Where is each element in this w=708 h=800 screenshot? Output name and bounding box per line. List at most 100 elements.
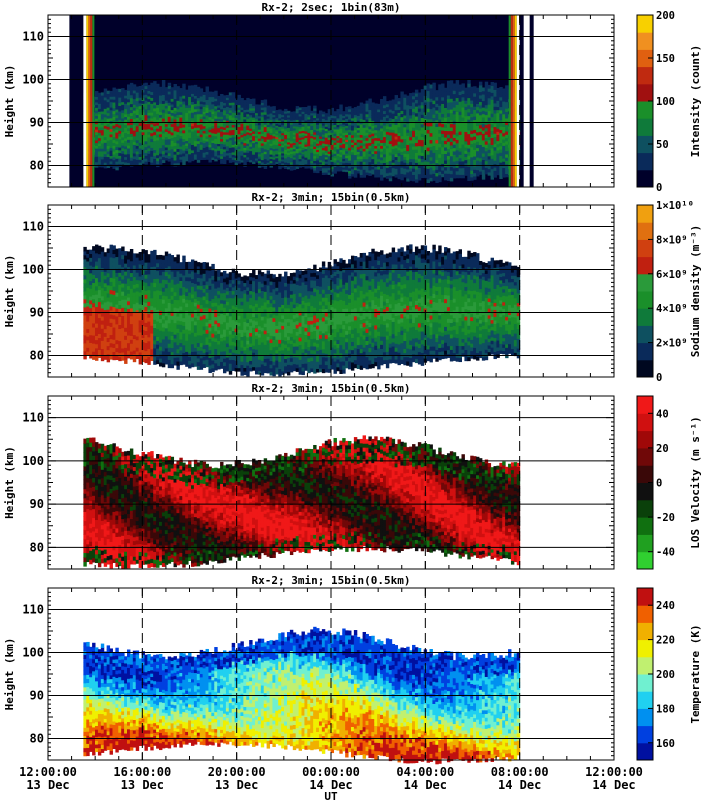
heatmap-cell bbox=[176, 94, 180, 98]
heatmap-cell bbox=[109, 305, 113, 311]
heatmap-cell bbox=[412, 117, 416, 122]
heatmap-cell bbox=[89, 299, 93, 305]
heatmap-cell bbox=[156, 148, 160, 153]
heatmap-cell bbox=[429, 87, 433, 92]
heatmap-cell bbox=[106, 264, 111, 270]
heatmap-cell bbox=[129, 300, 134, 305]
heatmap-cell bbox=[481, 169, 486, 174]
heatmap-cell bbox=[388, 152, 393, 156]
heatmap-cell bbox=[86, 264, 90, 270]
heatmap-cell bbox=[83, 338, 87, 344]
heatmap-cell bbox=[336, 109, 340, 112]
heatmap-cell bbox=[484, 144, 489, 149]
heatmap-cell bbox=[193, 84, 198, 89]
heatmap-cell bbox=[420, 149, 425, 153]
heatmap-cell bbox=[339, 104, 343, 108]
heatmap-cell bbox=[144, 143, 148, 148]
heatmap-cell bbox=[95, 252, 99, 258]
heatmap-cell bbox=[127, 350, 131, 355]
heatmap-cell bbox=[129, 347, 134, 352]
heatmap-cell bbox=[132, 104, 137, 108]
heatmap-cell bbox=[487, 88, 492, 92]
heatmap-cell bbox=[449, 173, 454, 178]
heatmap-cell bbox=[161, 141, 166, 146]
heatmap-cell bbox=[353, 107, 358, 111]
heatmap-cell bbox=[144, 350, 148, 356]
heatmap-cell bbox=[473, 142, 477, 147]
heatmap-cell bbox=[438, 150, 442, 155]
heatmap-cell bbox=[499, 116, 503, 121]
heatmap-cell bbox=[502, 129, 506, 134]
heatmap-cell bbox=[380, 148, 384, 152]
heatmap-cell bbox=[473, 99, 477, 104]
heatmap-cell bbox=[103, 252, 108, 257]
heatmap-cell bbox=[394, 121, 399, 125]
heatmap-cell bbox=[444, 166, 448, 171]
heatmap-cell bbox=[470, 133, 474, 138]
heatmap-cell bbox=[432, 162, 436, 167]
heatmap-cell bbox=[115, 152, 119, 156]
heatmap-cell bbox=[461, 83, 465, 88]
heatmap-cell bbox=[176, 120, 180, 124]
heatmap-cell bbox=[502, 113, 506, 118]
heatmap-cell bbox=[417, 111, 422, 115]
heatmap-cell bbox=[406, 132, 410, 136]
heatmap-cell bbox=[150, 106, 154, 110]
heatmap-cell bbox=[135, 260, 140, 266]
heatmap-cell bbox=[412, 101, 416, 106]
heatmap-cell bbox=[150, 129, 154, 134]
heatmap-cell bbox=[505, 114, 509, 119]
heatmap-cell bbox=[455, 149, 460, 154]
heatmap-cell bbox=[400, 104, 404, 108]
colorbar-tick-label: 150 bbox=[656, 53, 675, 65]
heatmap-cell bbox=[449, 130, 454, 135]
heatmap-cell bbox=[106, 260, 111, 266]
heatmap-cell bbox=[438, 101, 442, 106]
heatmap-cell bbox=[478, 131, 483, 136]
heatmap-cell bbox=[173, 157, 177, 161]
heatmap-cell bbox=[484, 147, 489, 152]
heatmap-cell bbox=[499, 145, 503, 150]
heatmap-cell bbox=[414, 92, 419, 97]
heatmap-cell bbox=[127, 331, 131, 336]
heatmap-cell bbox=[144, 342, 148, 348]
heatmap-cell bbox=[444, 176, 448, 181]
heatmap-cell bbox=[138, 263, 143, 269]
heatmap-cell bbox=[86, 336, 90, 341]
heatmap-cell bbox=[449, 116, 454, 121]
heatmap-cell bbox=[478, 157, 483, 162]
heatmap-cell bbox=[135, 347, 140, 352]
heatmap-cell bbox=[484, 91, 489, 96]
heatmap-cell bbox=[458, 144, 462, 149]
heatmap-cell bbox=[435, 123, 439, 127]
heatmap-cell bbox=[144, 346, 148, 352]
heatmap-cell bbox=[121, 287, 125, 292]
heatmap-cell bbox=[112, 127, 116, 132]
heatmap-cell bbox=[449, 155, 454, 160]
heatmap-cell bbox=[426, 125, 430, 130]
heatmap-cell bbox=[493, 173, 497, 178]
heatmap-cell bbox=[449, 170, 454, 175]
heatmap-cell bbox=[156, 154, 160, 159]
heatmap-cell bbox=[394, 133, 399, 137]
heatmap-cell bbox=[138, 331, 143, 337]
heatmap-cell bbox=[432, 131, 436, 136]
heatmap-cell bbox=[388, 132, 393, 136]
heatmap-cell bbox=[478, 147, 483, 152]
heatmap-cell bbox=[452, 171, 457, 176]
heatmap-cell bbox=[266, 105, 271, 109]
heatmap-cell bbox=[505, 157, 509, 161]
heatmap-cell bbox=[467, 137, 471, 142]
heatmap-cell bbox=[129, 315, 134, 321]
heatmap-cell bbox=[490, 137, 494, 142]
heatmap-cell bbox=[106, 313, 111, 318]
heatmap-cell bbox=[478, 167, 483, 172]
heatmap-cell bbox=[470, 103, 474, 108]
heatmap-cell bbox=[132, 92, 137, 97]
heatmap-cell bbox=[103, 294, 108, 299]
heatmap-cell bbox=[409, 142, 413, 147]
heatmap-cell bbox=[394, 153, 399, 158]
heatmap-cell bbox=[412, 95, 416, 100]
heatmap-cell bbox=[176, 145, 180, 150]
heatmap-cell bbox=[220, 93, 224, 97]
